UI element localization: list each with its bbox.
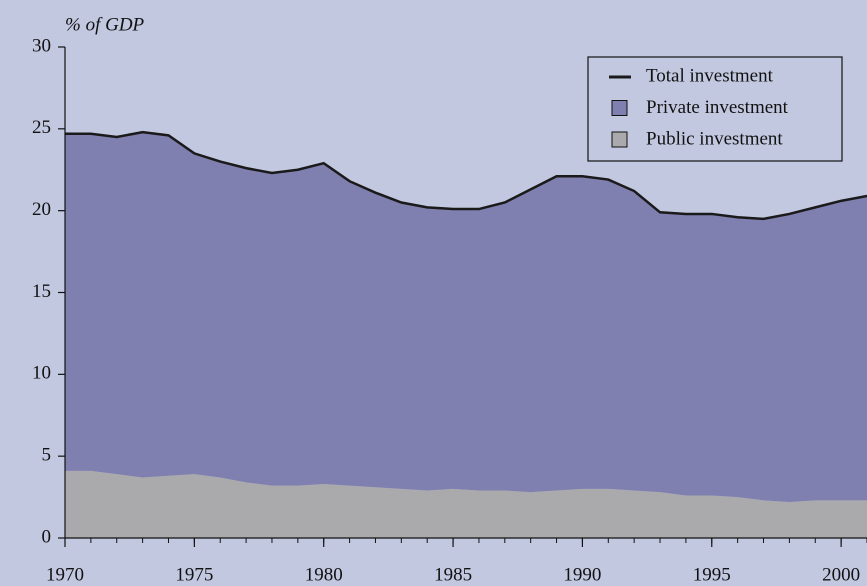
- area: [65, 470, 867, 538]
- x-tick-label: 1995: [693, 564, 731, 585]
- y-tick-label: 15: [32, 281, 51, 302]
- y-tick-label: 25: [32, 117, 51, 138]
- y-tick-label: 0: [42, 526, 52, 547]
- x-tick-label: 2000: [822, 564, 860, 585]
- y-axis-label: % of GDP: [65, 14, 145, 35]
- total-line: [65, 130, 867, 221]
- legend-swatch: [611, 100, 628, 116]
- x-tick-label: 1980: [305, 564, 343, 585]
- x-tick-label: 1985: [434, 564, 472, 585]
- y-tick-label: 20: [32, 199, 51, 220]
- x-tick-label: 1975: [175, 564, 213, 585]
- legend-label: Private investment: [646, 97, 789, 118]
- y-tick-label: 5: [42, 445, 52, 466]
- y-tick-label: 30: [32, 35, 51, 56]
- y-tick-label: 10: [32, 363, 51, 384]
- legend-label: Public investment: [646, 128, 783, 149]
- x-tick-label: 1970: [46, 564, 84, 585]
- legend-label: Total investment: [646, 65, 774, 86]
- legend-box: [587, 56, 843, 162]
- x-tick-label: 1990: [563, 564, 601, 585]
- legend-swatch: [611, 131, 628, 148]
- area: [65, 132, 867, 502]
